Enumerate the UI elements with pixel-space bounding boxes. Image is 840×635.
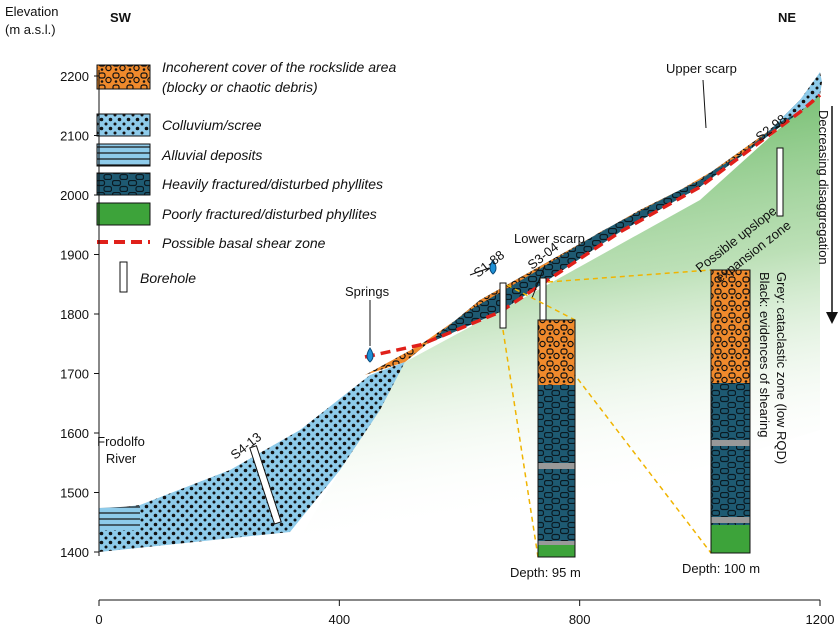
label: Springs: [345, 284, 390, 299]
x-tick-label: 1200: [806, 612, 835, 627]
side-note: Black: evidences of shearing: [757, 272, 772, 437]
borehole: [500, 283, 506, 328]
legend-label: (blocky or chaotic debris): [162, 79, 318, 95]
y-tick-label: 1400: [60, 545, 89, 560]
x-tick-label: 400: [328, 612, 350, 627]
orientation: SW: [110, 10, 132, 25]
figure: Elevation (m a.s.l.) SW NE Incoherent co…: [0, 0, 840, 635]
y-tick-label: 1500: [60, 486, 89, 501]
log-column: [538, 320, 575, 557]
depth-label: Depth: 95 m: [510, 565, 581, 580]
label: River: [106, 451, 137, 466]
y-title: Elevation: [5, 4, 58, 19]
spring: [367, 348, 373, 362]
cross-section: [99, 72, 822, 557]
legend-label: Alluvial deposits: [161, 147, 262, 163]
y-tick-label: 1600: [60, 426, 89, 441]
legend-label: Colluvium/scree: [162, 117, 262, 133]
y-tick-label: 2100: [60, 129, 89, 144]
x-tick-label: 0: [95, 612, 102, 627]
y-tick-label: 1900: [60, 248, 89, 263]
legend: [97, 65, 150, 292]
side-note: Grey: cataclastic zone (low RQD): [774, 272, 789, 464]
legend-label: Borehole: [140, 270, 196, 286]
legend-label: Possible basal shear zone: [162, 235, 326, 251]
log-column: [711, 270, 750, 553]
legend-label: Incoherent cover of the rockslide area: [162, 59, 396, 75]
leader: [703, 80, 706, 128]
y-tick-label: 2200: [60, 69, 89, 84]
label: Upper scarp: [666, 61, 737, 76]
y-title: (m a.s.l.): [5, 22, 56, 37]
y-tick-label: 2000: [60, 188, 89, 203]
label: S1-88: [471, 247, 508, 280]
label: Frodolfo: [97, 434, 145, 449]
y-tick-label: 1700: [60, 367, 89, 382]
arrow-label: Decreasing disaggregation: [816, 110, 831, 265]
alluvium: [99, 506, 140, 530]
orientation: NE: [778, 10, 796, 25]
borehole: [777, 148, 783, 216]
x-tick-label: 800: [569, 612, 591, 627]
legend-label: Poorly fractured/disturbed phyllites: [162, 206, 377, 222]
depth-label: Depth: 100 m: [682, 561, 760, 576]
legend-label: Heavily fractured/disturbed phyllites: [162, 176, 383, 192]
y-tick-label: 1800: [60, 307, 89, 322]
